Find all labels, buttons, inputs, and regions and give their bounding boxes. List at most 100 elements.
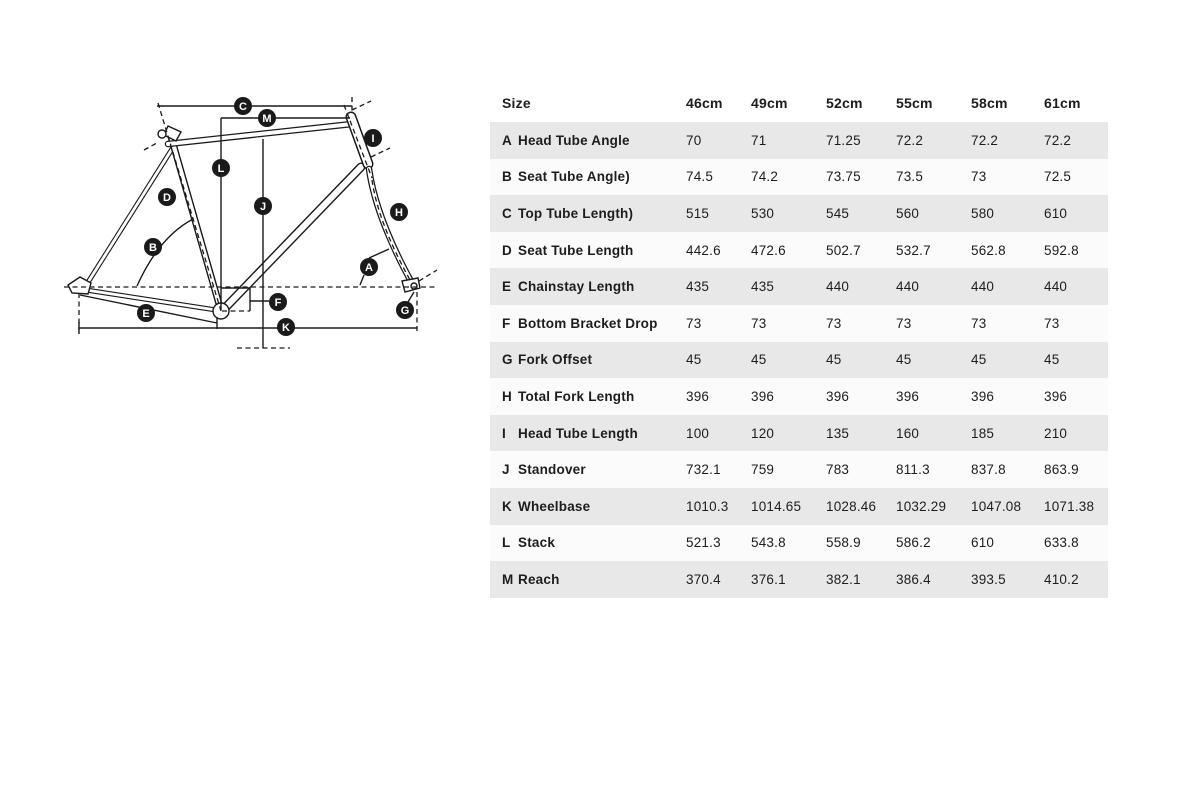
row-letter: C [502, 205, 512, 221]
column-header: 49cm [751, 95, 788, 111]
row-label: Seat Tube Angle) [518, 169, 630, 185]
table-row: K Wheelbase 1010.3 1014.65 1028.46 1032.29 1… [490, 487, 1108, 525]
spec-value: 783 [826, 462, 850, 478]
spec-value: 515 [686, 205, 710, 221]
svg-text:J: J [260, 201, 266, 213]
spec-value: 382.1 [826, 571, 861, 587]
rear-dropout [67, 276, 92, 295]
spec-value: 442.6 [686, 242, 721, 258]
spec-value: 532.7 [896, 242, 931, 258]
diagram-marker-E: E [137, 304, 155, 322]
spec-value: 440 [896, 279, 920, 295]
spec-value: 100 [686, 425, 710, 441]
spec-value: 530 [751, 205, 775, 221]
column-header: 55cm [896, 95, 933, 111]
spec-value: 135 [826, 425, 850, 441]
row-letter: M [502, 571, 514, 587]
svg-text:A: A [365, 262, 373, 274]
row-letter: L [502, 535, 511, 551]
row-label: Head Tube Angle [518, 132, 630, 148]
spec-value: 73.5 [896, 169, 924, 185]
svg-text:E: E [142, 308, 149, 320]
spec-value: 580 [971, 205, 995, 221]
row-letter: K [502, 498, 512, 514]
diagram-marker-I: I [364, 129, 382, 147]
spec-value: 396 [751, 388, 775, 404]
spec-value: 386.4 [896, 571, 931, 587]
table-row: D Seat Tube Length 442.6 472.6 502.7 532.7 5… [490, 231, 1108, 269]
spec-value: 72.2 [896, 132, 924, 148]
svg-text:H: H [395, 207, 403, 219]
spec-value: 863.9 [1044, 462, 1079, 478]
diagram-marker-M: M [258, 109, 276, 127]
row-letter: H [502, 388, 512, 404]
spec-value: 376.1 [751, 571, 786, 587]
svg-text:L: L [218, 163, 225, 175]
svg-text:B: B [149, 242, 157, 254]
row-letter: D [502, 242, 512, 258]
spec-value: 1010.3 [686, 498, 729, 514]
spec-value: 560 [896, 205, 920, 221]
column-header: 61cm [1044, 95, 1081, 111]
table-row: C Top Tube Length) 515 530 545 560 580 610 [490, 195, 1108, 232]
row-label: Head Tube Length [518, 425, 638, 441]
row-letter: B [502, 169, 512, 185]
table-row: B Seat Tube Angle) 74.5 74.2 73.75 73.5 73 72… [490, 158, 1108, 196]
diagram-marker-J: J [254, 197, 272, 215]
spec-value: 45 [896, 352, 912, 368]
spec-value: 1071.38 [1044, 498, 1095, 514]
spec-value: 732.1 [686, 462, 721, 478]
row-letter: A [502, 132, 512, 148]
size-column-header: Size [502, 95, 531, 111]
spec-value: 410.2 [1044, 571, 1079, 587]
diagram-marker-G: G [396, 301, 414, 319]
spec-value: 72.2 [971, 132, 999, 148]
spec-value: 440 [1044, 279, 1068, 295]
spec-value: 562.8 [971, 242, 1006, 258]
table-row: E Chainstay Length 435 435 440 440 440 440 [490, 268, 1108, 305]
spec-value: 70 [686, 132, 702, 148]
frame-details [67, 125, 421, 320]
row-label: Chainstay Length [518, 279, 635, 295]
spec-value: 610 [1044, 205, 1068, 221]
spec-value: 396 [826, 388, 850, 404]
spec-value: 1028.46 [826, 498, 877, 514]
spec-value: 185 [971, 425, 995, 441]
row-label: Fork Offset [518, 352, 593, 368]
row-label: Bottom Bracket Drop [518, 315, 658, 331]
spec-value: 440 [971, 279, 995, 295]
spec-value: 396 [686, 388, 710, 404]
diagram-marker-K: K [277, 318, 295, 336]
row-label: Top Tube Length) [518, 205, 634, 221]
diagram-marker-F: F [269, 293, 287, 311]
spec-value: 502.7 [826, 242, 861, 258]
diagram-marker-C: C [234, 97, 252, 115]
row-label: Total Fork Length [518, 388, 635, 404]
spec-value: 811.3 [896, 462, 930, 478]
spec-value: 1032.29 [896, 498, 947, 514]
table-row: A Head Tube Angle 70 71 71.25 72.2 72.2 72.2 [490, 122, 1108, 159]
column-header: 52cm [826, 95, 863, 111]
column-header: 58cm [971, 95, 1008, 111]
spec-value: 435 [751, 279, 775, 295]
table-row: G Fork Offset 45 45 45 45 45 45 [490, 341, 1108, 379]
spec-value: 545 [826, 205, 850, 221]
dimension-lines [78, 105, 417, 348]
spec-value: 45 [686, 352, 702, 368]
spec-value: 610 [971, 535, 995, 551]
spec-value: 73.75 [826, 169, 861, 185]
seat-clamp-bolt [157, 129, 167, 139]
spec-value: 586.2 [896, 535, 931, 551]
spec-value: 396 [896, 388, 920, 404]
row-letter: F [502, 315, 511, 331]
row-letter: I [502, 425, 506, 441]
diagram-marker-H: H [390, 203, 408, 221]
spec-value: 396 [1044, 388, 1068, 404]
spec-value: 759 [751, 462, 775, 478]
spec-value: 73 [896, 315, 912, 331]
spec-value: 435 [686, 279, 710, 295]
column-header: 46cm [686, 95, 723, 111]
row-label: Standover [518, 462, 586, 478]
